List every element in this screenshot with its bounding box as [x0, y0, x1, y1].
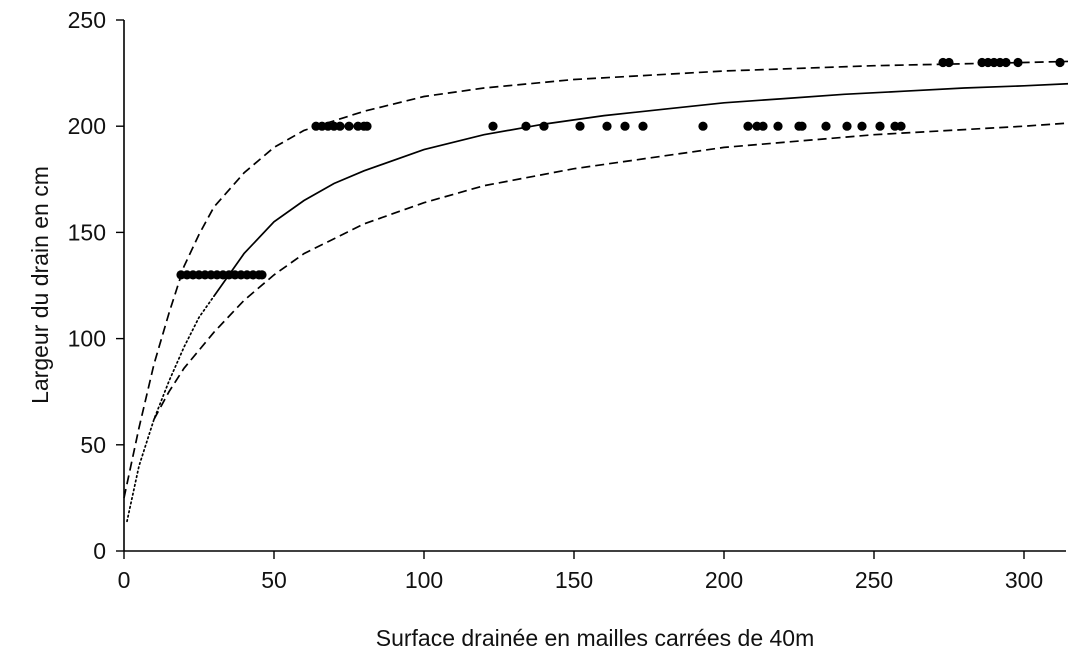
x-tick-label: 300 [1005, 567, 1043, 593]
y-tick-label: 100 [68, 326, 106, 352]
dashed-curve [123, 60, 1068, 499]
x-tick-label: 150 [555, 567, 593, 593]
data-point [335, 121, 345, 131]
data-point [1055, 57, 1065, 68]
points [176, 57, 1065, 280]
x-tick-label: 100 [405, 567, 443, 593]
x-tick-label: 0 [118, 567, 131, 593]
data-point [842, 121, 852, 131]
data-point [638, 121, 648, 131]
data-point [257, 270, 267, 280]
data-point [344, 121, 354, 131]
y-axis-title: Largeur du drain en cm [27, 166, 53, 404]
solid-curve [213, 82, 1068, 297]
data-point [698, 121, 708, 131]
axes [123, 20, 1066, 552]
data-point [896, 121, 906, 131]
dotted-curve [126, 295, 215, 523]
y-ticks: 0 50 100 150 200 250 [68, 7, 124, 564]
data-point [1013, 57, 1023, 68]
data-point [875, 121, 885, 131]
data-point [857, 121, 867, 131]
data-point [620, 121, 630, 131]
data-point [821, 121, 831, 131]
curves [123, 60, 1068, 523]
x-ticks: 0 50 100 150 200 250 300 [118, 551, 1043, 593]
y-tick-label: 0 [93, 538, 106, 564]
y-tick-label: 150 [68, 219, 106, 245]
x-tick-label: 250 [855, 567, 893, 593]
dashed-curve [153, 122, 1068, 420]
data-point [743, 121, 753, 131]
data-point [758, 121, 768, 131]
x-tick-label: 50 [261, 567, 287, 593]
data-point [944, 57, 954, 68]
data-point [488, 121, 498, 131]
x-tick-label: 200 [705, 567, 743, 593]
y-tick-label: 50 [80, 432, 106, 458]
data-point [575, 121, 585, 131]
data-point [773, 121, 783, 131]
data-point [797, 121, 807, 131]
y-tick-label: 200 [68, 113, 106, 139]
data-point [1001, 57, 1011, 68]
data-point [602, 121, 612, 131]
x-axis-title: Surface drainée en mailles carrées de 40… [376, 625, 815, 651]
data-point [539, 121, 549, 131]
data-point [521, 121, 531, 131]
data-point [362, 121, 372, 131]
y-tick-label: 250 [68, 7, 106, 33]
